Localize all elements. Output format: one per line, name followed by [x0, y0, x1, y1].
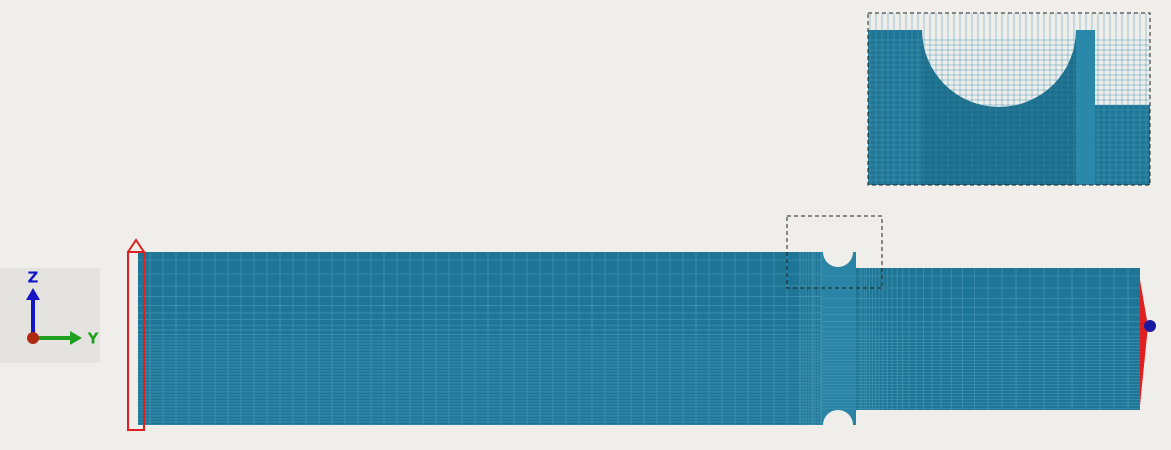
inset-frame — [867, 12, 1151, 186]
x-axis — [27, 332, 39, 344]
ref-point — [1144, 320, 1156, 332]
shaft-left — [138, 252, 822, 425]
groove-notch — [823, 237, 853, 267]
mesh-lines — [138, 252, 822, 425]
triad-panel — [0, 268, 100, 363]
detail-box — [786, 215, 883, 289]
constraint-arrow — [127, 238, 145, 253]
y-arrow — [70, 331, 82, 345]
groove-shade — [922, 30, 1076, 185]
mesh-lines — [822, 268, 1140, 410]
inset — [868, 13, 1150, 185]
y-label: Y — [87, 330, 100, 348]
groove-notch — [823, 410, 853, 440]
groove-section — [820, 252, 856, 425]
shaft-right — [822, 268, 1140, 410]
load — [1140, 280, 1148, 405]
shaft-mesh — [138, 237, 1140, 440]
constraint — [127, 251, 145, 431]
groove-wall — [1076, 30, 1095, 185]
z-arrow — [26, 288, 40, 300]
z-label: Z — [28, 269, 39, 287]
